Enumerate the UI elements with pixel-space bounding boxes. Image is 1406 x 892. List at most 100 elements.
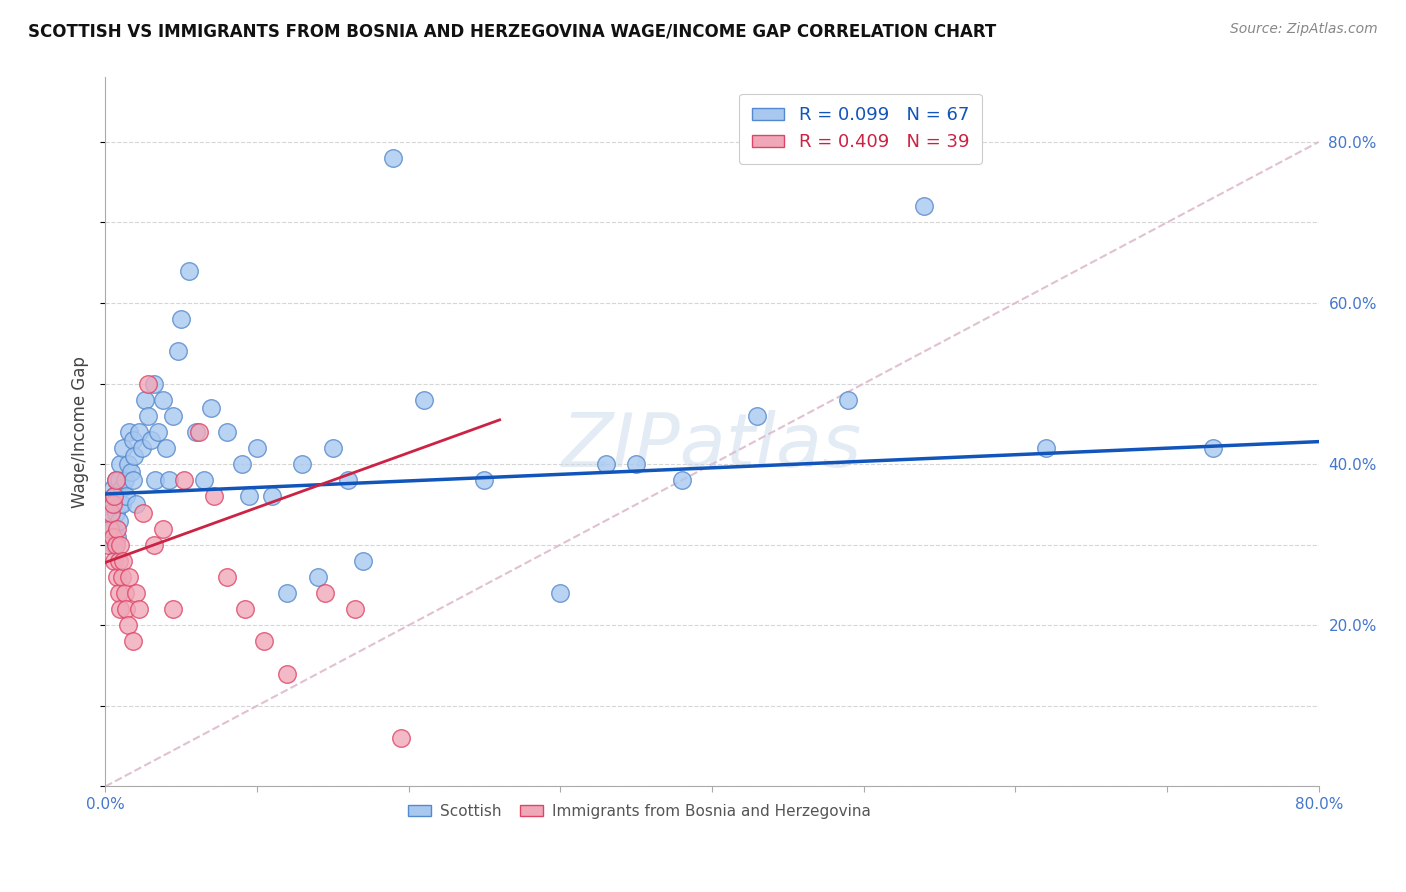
Point [238, 490, 260, 504]
Point [124, 498, 146, 512]
Point [186, 425, 208, 439]
Point [142, 538, 165, 552]
Point [131, 441, 153, 455]
Point [110, 498, 132, 512]
Point [124, 586, 146, 600]
Point [262, 490, 284, 504]
Point [105, 490, 128, 504]
Point [253, 634, 276, 648]
Point [108, 514, 131, 528]
Point [352, 554, 374, 568]
Point [143, 473, 166, 487]
Point [322, 441, 344, 455]
Point [142, 376, 165, 391]
Point [100, 506, 122, 520]
Point [104, 473, 127, 487]
Point [101, 522, 124, 536]
Point [837, 392, 859, 407]
Point [101, 498, 124, 512]
Point [193, 473, 215, 487]
Point [101, 530, 124, 544]
Point [595, 457, 617, 471]
Y-axis label: Wage/Income Gap: Wage/Income Gap [72, 356, 89, 508]
Point [276, 586, 298, 600]
Point [246, 441, 269, 455]
Text: Source: ZipAtlas.com: Source: ZipAtlas.com [1230, 22, 1378, 37]
Point [108, 586, 131, 600]
Point [1035, 441, 1057, 455]
Point [671, 473, 693, 487]
Point [117, 457, 139, 471]
Point [114, 586, 136, 600]
Point [1201, 441, 1223, 455]
Point [112, 441, 135, 455]
Point [231, 457, 253, 471]
Point [134, 392, 156, 407]
Point [118, 570, 141, 584]
Point [104, 473, 127, 487]
Point [121, 433, 143, 447]
Point [215, 425, 238, 439]
Point [110, 457, 132, 471]
Point [747, 409, 769, 423]
Point [167, 344, 190, 359]
Point [97, 538, 120, 552]
Point [110, 538, 132, 552]
Point [103, 554, 125, 568]
Point [115, 490, 138, 504]
Point [200, 401, 222, 415]
Point [104, 506, 127, 520]
Point [101, 481, 124, 495]
Point [139, 433, 162, 447]
Point [111, 570, 134, 584]
Point [170, 312, 193, 326]
Point [128, 602, 150, 616]
Point [104, 538, 127, 552]
Point [276, 666, 298, 681]
Point [132, 506, 155, 520]
Point [103, 490, 125, 504]
Point [100, 514, 122, 528]
Point [118, 425, 141, 439]
Point [162, 602, 184, 616]
Point [389, 731, 412, 746]
Point [204, 490, 226, 504]
Point [136, 376, 159, 391]
Point [307, 570, 329, 584]
Point [336, 473, 359, 487]
Point [233, 602, 256, 616]
Text: SCOTTISH VS IMMIGRANTS FROM BOSNIA AND HERZEGOVINA WAGE/INCOME GAP CORRELATION C: SCOTTISH VS IMMIGRANTS FROM BOSNIA AND H… [28, 22, 997, 40]
Point [121, 473, 143, 487]
Point [122, 449, 145, 463]
Point [162, 409, 184, 423]
Point [103, 538, 125, 552]
Point [120, 465, 142, 479]
Point [114, 473, 136, 487]
Point [111, 481, 134, 495]
Point [128, 425, 150, 439]
Point [157, 473, 180, 487]
Point [117, 618, 139, 632]
Point [98, 498, 121, 512]
Point [148, 425, 170, 439]
Point [382, 151, 405, 165]
Point [105, 522, 128, 536]
Point [548, 586, 571, 600]
Point [115, 602, 138, 616]
Legend: Scottish, Immigrants from Bosnia and Herzegovina: Scottish, Immigrants from Bosnia and Her… [402, 797, 877, 825]
Point [188, 425, 211, 439]
Point [108, 554, 131, 568]
Point [112, 554, 135, 568]
Point [110, 602, 132, 616]
Point [314, 586, 336, 600]
Point [215, 570, 238, 584]
Point [155, 441, 177, 455]
Point [111, 498, 134, 512]
Point [103, 490, 125, 504]
Point [136, 409, 159, 423]
Point [105, 530, 128, 544]
Point [177, 264, 200, 278]
Point [152, 392, 174, 407]
Point [105, 570, 128, 584]
Point [291, 457, 314, 471]
